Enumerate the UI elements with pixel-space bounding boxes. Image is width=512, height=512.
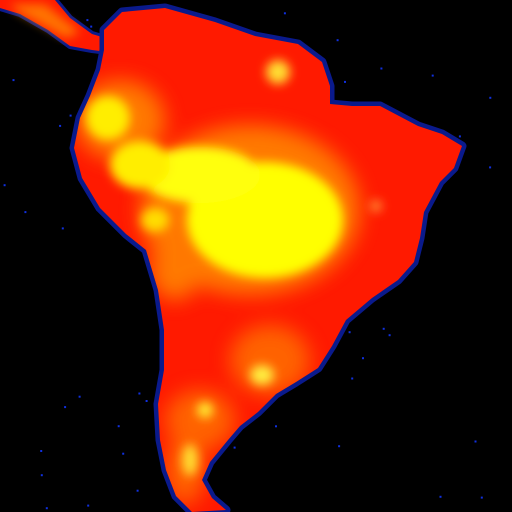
noise-dot [431, 74, 434, 77]
noise-dot [78, 395, 81, 398]
noise-dot [338, 445, 341, 448]
noise-dot [362, 357, 364, 360]
noise-dot [64, 406, 67, 409]
noise-dot [458, 135, 461, 138]
noise-dot [45, 507, 48, 510]
noise-dot [87, 504, 90, 507]
noise-dot [380, 67, 383, 70]
noise-dot [24, 211, 27, 214]
noise-dot [489, 96, 492, 99]
noise-dot [439, 495, 442, 498]
noise-dot [480, 496, 483, 499]
noise-dot [382, 327, 385, 330]
noise-dot [336, 39, 339, 42]
noise-dot [388, 334, 391, 337]
noise-dot [474, 440, 477, 443]
noise-dot [489, 166, 492, 169]
hotspot-layer [75, 60, 382, 505]
central-america-hotspot [10, 4, 80, 38]
noise-dot [86, 19, 89, 22]
noise-dot [348, 331, 351, 334]
noise-dot [40, 450, 43, 452]
noise-dot [61, 227, 64, 230]
noise-dot [117, 425, 120, 428]
noise-dot [145, 400, 148, 402]
noise-dot [233, 446, 236, 449]
noise-dot [59, 124, 62, 127]
noise-dot [344, 80, 346, 83]
noise-dot [136, 489, 139, 492]
noise-dot [90, 25, 93, 28]
noise-dot [3, 184, 6, 187]
noise-dot [351, 377, 354, 380]
noise-dot [138, 392, 141, 395]
noise-dot [12, 79, 15, 82]
noise-dot [40, 474, 43, 477]
noise-dot [283, 12, 286, 15]
noise-dot [275, 425, 277, 428]
noise-dot [69, 114, 72, 117]
noise-dot [122, 452, 125, 455]
